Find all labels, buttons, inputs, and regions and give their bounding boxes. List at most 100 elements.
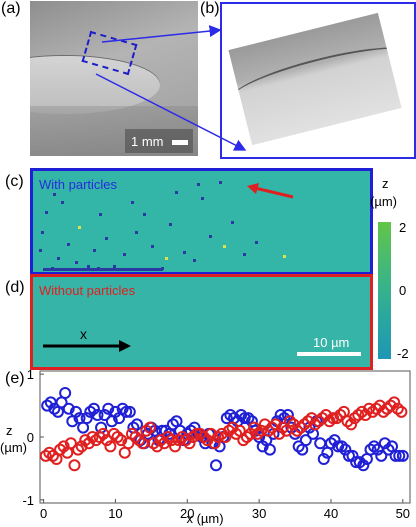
data-point — [251, 427, 264, 440]
data-point — [80, 412, 93, 425]
particle-spot — [53, 193, 56, 196]
data-point — [345, 418, 358, 431]
data-point — [75, 440, 88, 453]
particle-spot — [209, 235, 212, 238]
particle-spot — [143, 213, 146, 216]
data-point — [382, 443, 395, 456]
panel-a-label: (a) — [1, 0, 21, 17]
data-point — [125, 427, 138, 440]
data-point — [274, 409, 287, 421]
data-point — [102, 402, 115, 415]
substrate-photo: 1 mm — [30, 1, 198, 156]
y-axis-unit: (µm) — [0, 440, 27, 455]
data-point — [393, 449, 406, 462]
data-point — [179, 434, 192, 447]
data-point — [378, 437, 391, 450]
zoom-inset — [220, 2, 416, 159]
particle-spot — [219, 181, 222, 184]
data-point — [41, 399, 54, 412]
height-map-with-particles: With particles — [30, 168, 373, 275]
data-point — [111, 431, 124, 443]
data-point — [98, 409, 111, 421]
data-point — [389, 449, 402, 462]
colorbar — [378, 222, 391, 359]
particle-spot — [255, 241, 258, 244]
data-point — [165, 434, 178, 447]
height-profile-chart: 10-1 0 10 20 30 40 50 z (µm) x (µm) — [0, 367, 411, 526]
scale-bar-label: 10 µm — [313, 335, 350, 350]
particle-spot — [169, 223, 172, 226]
data-point — [48, 402, 61, 415]
data-point — [93, 431, 106, 443]
x-tick-label: 50 — [396, 506, 410, 521]
data-point — [108, 427, 120, 440]
data-point — [327, 412, 340, 425]
data-point — [91, 409, 104, 421]
data-point — [143, 421, 156, 434]
data-point — [54, 443, 67, 456]
data-point — [248, 421, 261, 434]
particle-spot — [193, 259, 196, 262]
particle-spot — [135, 231, 138, 234]
data-point — [104, 440, 117, 453]
data-point — [39, 449, 52, 462]
data-point — [237, 434, 250, 447]
data-point — [396, 449, 409, 462]
data-point — [235, 409, 248, 421]
data-point — [212, 431, 225, 443]
colorbar-unit-label: (µm) — [370, 194, 397, 209]
data-point — [72, 443, 85, 456]
data-point — [240, 431, 253, 443]
particle-spot — [201, 197, 204, 200]
data-point — [309, 418, 322, 431]
y-axis-label: z — [6, 423, 13, 438]
map-title: With particles — [39, 177, 118, 192]
data-point — [215, 427, 228, 440]
particle-spot — [67, 243, 70, 246]
data-point — [159, 424, 172, 437]
data-point — [391, 402, 404, 415]
particle-spot — [223, 245, 226, 248]
data-point — [129, 431, 142, 443]
data-point — [341, 415, 354, 428]
map-title: Without particles — [39, 283, 136, 298]
particle-spot — [87, 265, 90, 268]
data-point — [328, 434, 341, 447]
particle-spot — [113, 265, 116, 268]
particle-spot — [165, 257, 168, 260]
data-point — [68, 459, 81, 472]
particle-spot — [61, 201, 64, 204]
red-arrow-icon — [247, 183, 294, 199]
data-point — [197, 431, 210, 443]
data-point — [115, 434, 128, 447]
panel-c-label: (c) — [5, 173, 24, 190]
data-point — [377, 405, 390, 418]
data-point — [166, 418, 179, 431]
data-point — [123, 405, 136, 418]
data-point — [208, 437, 221, 450]
data-point — [292, 440, 305, 453]
data-point — [299, 434, 312, 447]
data-point — [201, 434, 214, 447]
data-point — [323, 415, 336, 428]
data-point — [324, 437, 337, 450]
y-tick-label: 1 — [27, 367, 34, 382]
data-point — [169, 440, 182, 453]
data-point — [100, 434, 113, 447]
data-point — [388, 396, 401, 409]
data-point — [57, 440, 70, 453]
data-point — [375, 449, 388, 462]
height-map-without-particles: Without particles x 10 µm — [30, 274, 373, 370]
data-point — [319, 409, 332, 421]
data-point — [330, 412, 343, 425]
data-point — [384, 399, 397, 412]
data-point — [230, 427, 243, 440]
data-point — [294, 421, 307, 434]
data-point — [244, 427, 257, 440]
x-tick-label: 10 — [108, 506, 122, 521]
particle-spot — [57, 257, 60, 260]
data-point — [332, 440, 345, 453]
data-point — [350, 456, 363, 469]
particle-spots — [39, 181, 286, 271]
data-point — [86, 431, 99, 443]
